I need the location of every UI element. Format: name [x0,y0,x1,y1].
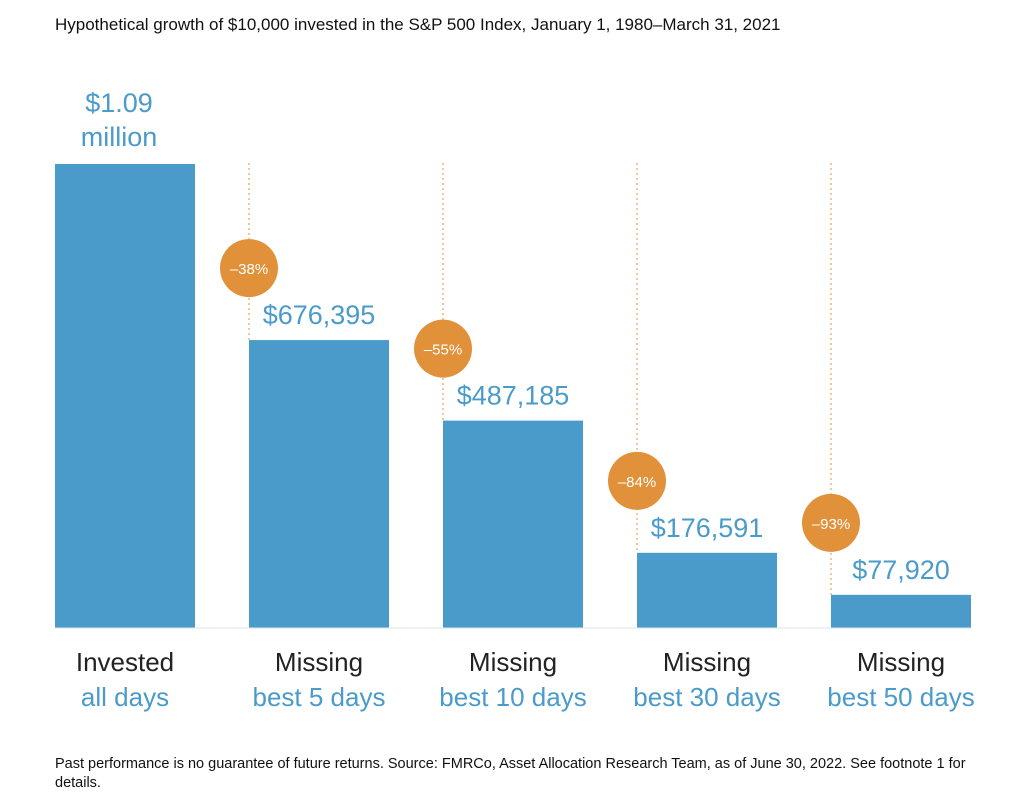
change-badge [220,239,278,298]
bar [249,340,389,628]
change-badge-label: –84% [618,474,656,491]
footnote: Past performance is no guarantee of futu… [55,756,966,791]
category-sublabel: best 5 days [253,682,386,712]
value-label: $487,185 [457,381,570,411]
value-label: million [81,122,158,152]
change-badge [802,493,860,552]
category-label: Invested [76,647,174,677]
category-sublabel: best 50 days [827,682,974,712]
category-sublabel: all days [81,682,169,712]
value-label: $676,395 [263,300,376,330]
bar [637,552,777,628]
category-label: Missing [663,647,751,677]
bar [55,164,195,628]
chart-title: Hypothetical growth of $10,000 invested … [55,15,781,34]
change-badge-label: –55% [424,342,462,359]
value-label: $1.09 [85,88,153,118]
category-label: Missing [469,647,557,677]
bar [831,594,971,628]
category-label: Missing [857,647,945,677]
category-sublabel: best 10 days [439,682,586,712]
change-badge [414,319,472,378]
category-label: Missing [275,647,363,677]
bar [443,420,583,628]
change-badge [608,451,666,510]
value-label: $77,920 [852,555,950,585]
category-sublabel: best 30 days [633,682,780,712]
value-label: $176,591 [651,513,764,543]
change-badge-label: –93% [812,516,850,533]
change-badge-label: –38% [230,261,268,278]
